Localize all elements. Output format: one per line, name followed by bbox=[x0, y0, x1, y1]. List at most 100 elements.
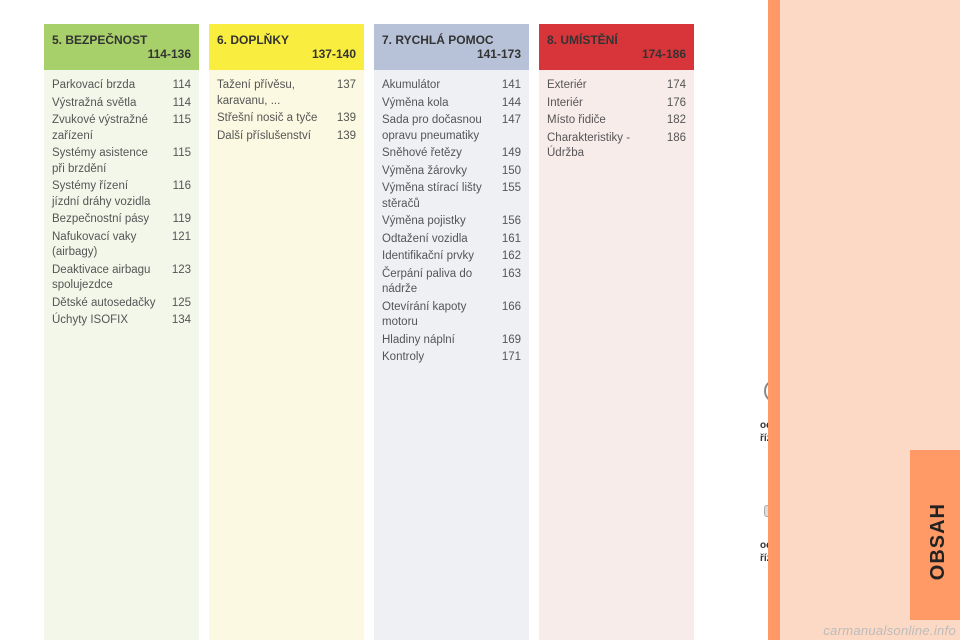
toc-item: Akumulátor141 bbox=[382, 78, 521, 94]
side-tab-label: OBSAH bbox=[927, 503, 950, 580]
toc-item-label: Výstražná světla bbox=[52, 96, 161, 112]
toc-item-page: 163 bbox=[491, 267, 521, 298]
toc-item: Výměna kola144 bbox=[382, 96, 521, 112]
column-header: 5. BEZPEČNOST114-136 bbox=[44, 24, 199, 70]
toc-item: Systémy řízení jízdní dráhy vozidla116 bbox=[52, 179, 191, 210]
toc-item: Charakteristiky - Údržba186 bbox=[547, 131, 686, 162]
right-gutter: Obsah 3 odpovídá vozidlu sřízením vlevo.… bbox=[694, 0, 960, 640]
toc-column: 8. UMÍSTĚNÍ174-186Exteriér174Interiér176… bbox=[539, 24, 694, 640]
toc-item: Exteriér174 bbox=[547, 78, 686, 94]
toc-item-page: 125 bbox=[161, 296, 191, 312]
toc-item: Nafukovací vaky (airbagy)121 bbox=[52, 230, 191, 261]
toc-item: Sněhové řetězy149 bbox=[382, 146, 521, 162]
toc-item-label: Bezpečnostní pásy bbox=[52, 212, 161, 228]
toc-item-page: 176 bbox=[656, 96, 686, 112]
column-body: Akumulátor141 Výměna kola144Sada pro doča… bbox=[374, 70, 529, 640]
toc-item-page: 139 bbox=[326, 111, 356, 127]
toc-item-label: Sada pro dočasnou opravu pneumatiky bbox=[382, 113, 491, 144]
page: 5. BEZPEČNOST114-136Parkovací brzda114Vý… bbox=[0, 0, 960, 640]
toc-item-page: 116 bbox=[161, 179, 191, 210]
toc-item-page: 115 bbox=[161, 146, 191, 177]
toc-item: Systémy asistence při brzdění115 bbox=[52, 146, 191, 177]
toc-item-page: 150 bbox=[491, 164, 521, 180]
toc-item-page: 123 bbox=[161, 263, 191, 294]
toc-item-label: Systémy asistence při brzdění bbox=[52, 146, 161, 177]
toc-item: Kontroly171 bbox=[382, 350, 521, 366]
toc-item-page: 155 bbox=[491, 181, 521, 212]
toc-item: Odtažení vozidla161 bbox=[382, 232, 521, 248]
toc-item-label: Odtažení vozidla bbox=[382, 232, 491, 248]
toc-item: Dětské autosedačky125 bbox=[52, 296, 191, 312]
column-title: 5. BEZPEČNOST bbox=[52, 33, 191, 47]
column-title: 6. DOPLŇKY bbox=[217, 33, 356, 47]
toc-item-label: Exteriér bbox=[547, 78, 656, 94]
toc-item-page: 139 bbox=[326, 129, 356, 145]
toc-item: Sada pro dočasnou opravu pneumatiky147 bbox=[382, 113, 521, 144]
toc-item-label: Parkovací brzda bbox=[52, 78, 161, 94]
column-header: 7. RYCHLÁ POMOC141-173 bbox=[374, 24, 529, 70]
toc-item-label: Identifikační prvky bbox=[382, 249, 491, 265]
toc-item-page: 141 bbox=[491, 78, 521, 94]
toc-item: Místo řidiče182 bbox=[547, 113, 686, 129]
toc-item-label: Zvukové výstražné zařízení bbox=[52, 113, 161, 144]
column-body: Exteriér174Interiér176Místo řidiče182Cha… bbox=[539, 70, 694, 640]
toc-item-page: 149 bbox=[491, 146, 521, 162]
toc-item: Výměna pojistky156 bbox=[382, 214, 521, 230]
toc-item-page: 114 bbox=[161, 78, 191, 94]
toc-item-page: 166 bbox=[491, 300, 521, 331]
toc-column: 7. RYCHLÁ POMOC141-173 Akumulátor141 Výměn… bbox=[374, 24, 529, 640]
toc-item-page: 147 bbox=[491, 113, 521, 144]
column-title: 8. UMÍSTĚNÍ bbox=[547, 33, 686, 47]
column-title: 7. RYCHLÁ POMOC bbox=[382, 33, 521, 47]
toc-item: Deaktivace airbagu spolujezdce123 bbox=[52, 263, 191, 294]
toc-item-label: Systémy řízení jízdní dráhy vozidla bbox=[52, 179, 161, 210]
toc-item-label: Výměna stírací lišty stěračů bbox=[382, 181, 491, 212]
toc-item-label: Otevírání kapoty motoru bbox=[382, 300, 491, 331]
toc-item-page: 161 bbox=[491, 232, 521, 248]
toc-item-label: Kontroly bbox=[382, 350, 491, 366]
column-body: Tažení přívěsu, karavanu, ...137Střešní … bbox=[209, 70, 364, 640]
toc-item-page: 182 bbox=[656, 113, 686, 129]
column-header: 8. UMÍSTĚNÍ174-186 bbox=[539, 24, 694, 70]
toc-item-label: Výměna kola bbox=[382, 96, 491, 112]
toc-item-label: Čerpání paliva do nádrže bbox=[382, 267, 491, 298]
toc-item-page: 137 bbox=[326, 78, 356, 109]
toc-item-page: 114 bbox=[161, 96, 191, 112]
toc-item: Identifikační prvky162 bbox=[382, 249, 521, 265]
toc-item-label: Sněhové řetězy bbox=[382, 146, 491, 162]
toc-item: Další příslušenství139 bbox=[217, 129, 356, 145]
toc-item-label: Hladiny náplní bbox=[382, 333, 491, 349]
column-page-range: 137-140 bbox=[217, 47, 356, 61]
toc-item: Tažení přívěsu, karavanu, ...137 bbox=[217, 78, 356, 109]
toc-item: Výstražná světla114 bbox=[52, 96, 191, 112]
toc-item: Výměna stírací lišty stěračů155 bbox=[382, 181, 521, 212]
column-page-range: 114-136 bbox=[52, 47, 191, 61]
toc-item-page: 144 bbox=[491, 96, 521, 112]
column-body: Parkovací brzda114Výstražná světla114Zvu… bbox=[44, 70, 199, 640]
toc-columns: 5. BEZPEČNOST114-136Parkovací brzda114Vý… bbox=[0, 0, 694, 640]
toc-item: Bezpečnostní pásy119 bbox=[52, 212, 191, 228]
toc-item-page: 119 bbox=[161, 212, 191, 228]
toc-column: 6. DOPLŇKY137-140 Tažení přívěsu, karavan… bbox=[209, 24, 364, 640]
toc-item-label: Výměna pojistky bbox=[382, 214, 491, 230]
toc-item: Čerpání paliva do nádrže163 bbox=[382, 267, 521, 298]
toc-item: Úchyty ISOFIX134 bbox=[52, 313, 191, 329]
toc-item: Výměna žárovky150 bbox=[382, 164, 521, 180]
toc-column: 5. BEZPEČNOST114-136Parkovací brzda114Vý… bbox=[44, 24, 199, 640]
toc-item: Hladiny náplní169 bbox=[382, 333, 521, 349]
toc-item-page: 156 bbox=[491, 214, 521, 230]
toc-item: Otevírání kapoty motoru166 bbox=[382, 300, 521, 331]
toc-item-page: 174 bbox=[656, 78, 686, 94]
toc-item-label: Tažení přívěsu, karavanu, ... bbox=[217, 78, 326, 109]
toc-item-label: Deaktivace airbagu spolujezdce bbox=[52, 263, 161, 294]
toc-item-label: Další příslušenství bbox=[217, 129, 326, 145]
toc-item-page: 134 bbox=[161, 313, 191, 329]
toc-item-page: 186 bbox=[656, 131, 686, 162]
toc-item-label: Dětské autosedačky bbox=[52, 296, 161, 312]
toc-item-label: Nafukovací vaky (airbagy) bbox=[52, 230, 161, 261]
toc-item-label: Výměna žárovky bbox=[382, 164, 491, 180]
toc-item: Parkovací brzda114 bbox=[52, 78, 191, 94]
toc-item-page: 169 bbox=[491, 333, 521, 349]
toc-item-page: 115 bbox=[161, 113, 191, 144]
toc-item: Zvukové výstražné zařízení115 bbox=[52, 113, 191, 144]
